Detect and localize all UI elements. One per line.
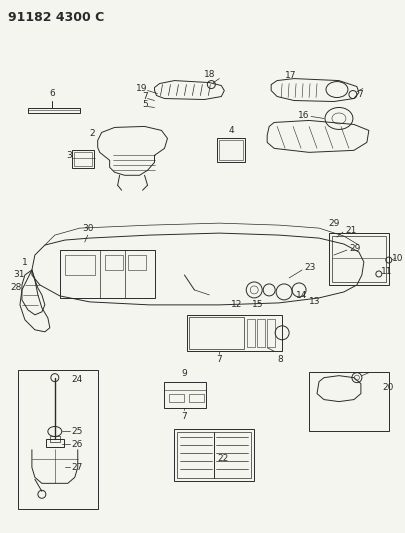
Text: 10: 10: [392, 254, 403, 263]
Text: 18: 18: [205, 70, 216, 78]
Text: 8: 8: [277, 355, 283, 364]
Text: 17: 17: [286, 70, 297, 79]
Bar: [190, 317, 244, 349]
Text: 21: 21: [345, 225, 356, 235]
Bar: [65, 255, 95, 275]
Text: 25: 25: [72, 427, 83, 436]
Bar: [247, 319, 255, 347]
Text: 2: 2: [89, 130, 95, 139]
Text: 7: 7: [357, 90, 362, 99]
Text: 7: 7: [216, 355, 222, 364]
Text: 7: 7: [142, 92, 147, 101]
Text: 24: 24: [72, 375, 83, 384]
Bar: [164, 382, 207, 408]
Bar: [175, 430, 254, 481]
Text: 91182 4300 C: 91182 4300 C: [8, 11, 104, 24]
Text: 14: 14: [296, 292, 307, 301]
Bar: [46, 440, 64, 447]
Text: 22: 22: [217, 455, 228, 463]
Bar: [74, 152, 92, 166]
Bar: [220, 140, 243, 160]
Bar: [190, 393, 205, 401]
Text: 16: 16: [298, 111, 309, 120]
Text: 13: 13: [309, 297, 320, 306]
Bar: [72, 150, 94, 168]
Text: 12: 12: [230, 300, 242, 309]
Text: 26: 26: [72, 440, 83, 449]
Bar: [267, 319, 275, 347]
Bar: [18, 370, 98, 509]
Bar: [257, 319, 265, 347]
Bar: [329, 233, 389, 285]
Text: 11: 11: [381, 268, 392, 277]
Text: 1: 1: [22, 257, 28, 266]
Bar: [309, 372, 389, 432]
Bar: [128, 255, 145, 270]
Text: 28: 28: [11, 284, 22, 293]
Text: 3: 3: [66, 151, 72, 160]
Text: 29: 29: [349, 244, 360, 253]
Text: 7: 7: [181, 411, 187, 421]
Text: 27: 27: [72, 463, 83, 472]
Text: 9: 9: [181, 369, 187, 378]
Text: 31: 31: [13, 270, 25, 279]
Bar: [217, 139, 245, 163]
Text: 6: 6: [49, 88, 55, 98]
Bar: [169, 393, 184, 401]
Bar: [177, 432, 251, 478]
Bar: [50, 437, 60, 442]
Text: 23: 23: [304, 263, 315, 272]
Text: 5: 5: [142, 100, 147, 109]
Text: 4: 4: [228, 126, 234, 135]
Text: 30: 30: [82, 224, 94, 233]
Bar: [104, 255, 123, 270]
Bar: [188, 315, 282, 351]
Bar: [332, 236, 386, 282]
Text: 20: 20: [382, 383, 394, 392]
Text: 19: 19: [136, 84, 147, 93]
Text: 29: 29: [328, 219, 340, 228]
Text: 15: 15: [252, 300, 263, 309]
Bar: [60, 250, 155, 298]
